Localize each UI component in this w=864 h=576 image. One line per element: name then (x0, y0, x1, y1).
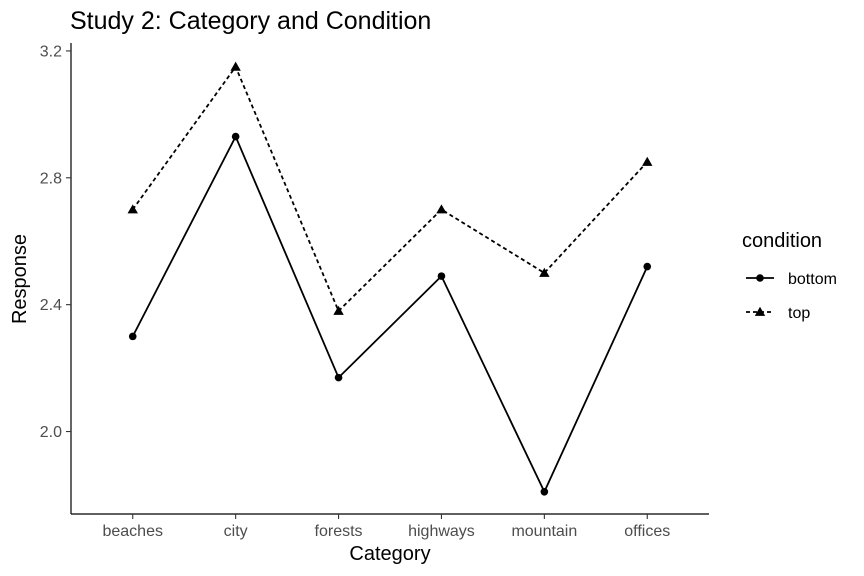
series-line-top (132, 64, 648, 313)
data-point-bottom (643, 262, 652, 271)
series-layer (127, 61, 653, 496)
x-tick-label: forests (315, 523, 363, 540)
y-tick-label: 2.0 (40, 424, 62, 441)
series-top (127, 61, 653, 315)
x-tick-label: mountain (511, 523, 577, 540)
data-point-top (333, 305, 344, 315)
data-point-top (642, 156, 653, 166)
legend-label: bottom (788, 271, 837, 288)
x-tick-label: offices (624, 523, 670, 540)
legend: condition bottom top (742, 230, 837, 322)
legend-items: bottom top (746, 271, 837, 322)
data-point-bottom (231, 132, 240, 141)
data-point-bottom (437, 272, 446, 280)
x-tick-label: highways (408, 523, 475, 540)
legend-item-top: top (746, 305, 810, 322)
x-tick-label: city (224, 523, 248, 540)
legend-item-bottom: bottom (746, 271, 837, 288)
legend-title: condition (742, 230, 822, 252)
x-axis-label: Category (349, 543, 430, 565)
legend-label: top (788, 305, 810, 322)
y-ticks: 2.0 2.4 2.8 3.2 (40, 43, 71, 441)
y-axis-label: Response (9, 234, 31, 324)
x-tick-label: beaches (102, 523, 163, 540)
data-point-top (539, 267, 550, 277)
legend-key-marker (754, 306, 766, 316)
y-tick-label: 3.2 (40, 43, 62, 60)
data-point-top (436, 204, 447, 214)
x-ticks: beaches city forests highways mountain office… (102, 514, 670, 540)
data-point-bottom (128, 332, 137, 341)
data-point-bottom (334, 373, 343, 382)
legend-key-marker (756, 274, 764, 282)
series-line-bottom (131, 134, 649, 494)
plot-area: 2.0 2.4 2.8 3.2 beaches city forests highways m… (40, 43, 709, 540)
y-tick-label: 2.4 (40, 297, 62, 314)
y-tick-label: 2.8 (40, 170, 62, 187)
chart-title: Study 2: Category and Condition (70, 7, 431, 35)
series-bottom (128, 132, 652, 496)
data-point-top (230, 61, 241, 71)
data-point-top (127, 204, 138, 214)
data-point-bottom (540, 487, 549, 496)
